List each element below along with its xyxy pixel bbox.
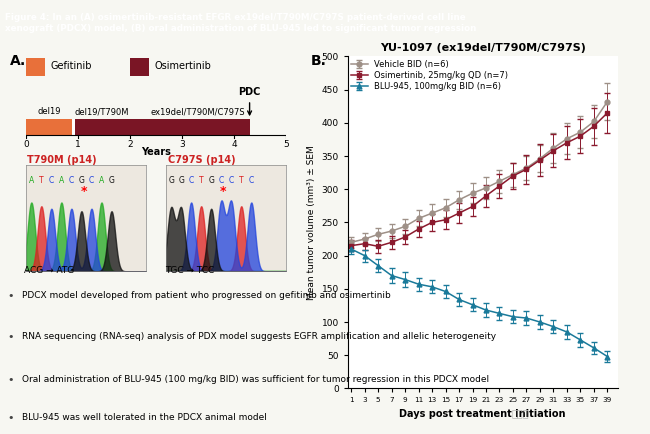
Text: C: C bbox=[89, 175, 94, 184]
Text: C797S (p14): C797S (p14) bbox=[168, 155, 235, 165]
Text: Oral administration of BLU-945 (100 mg/kg BID) was sufficient for tumor regressi: Oral administration of BLU-945 (100 mg/k… bbox=[22, 375, 489, 385]
Text: ACG → ATG: ACG → ATG bbox=[23, 266, 74, 276]
Text: del19: del19 bbox=[37, 107, 60, 116]
Text: C: C bbox=[188, 175, 194, 184]
Text: •: • bbox=[8, 332, 14, 342]
Text: •: • bbox=[8, 375, 14, 385]
Title: YU-1097 (ex19del/T790M/C797S): YU-1097 (ex19del/T790M/C797S) bbox=[380, 43, 586, 53]
Bar bbox=[26, 119, 72, 135]
Text: *: * bbox=[81, 185, 87, 198]
Text: xenograft (PDCX) model, (B) oral administration of BLU-945 led to significant tu: xenograft (PDCX) model, (B) oral adminis… bbox=[5, 24, 476, 33]
Text: A: A bbox=[99, 175, 104, 184]
Text: 5: 5 bbox=[283, 140, 289, 149]
Bar bbox=[26, 58, 45, 76]
Text: A.: A. bbox=[10, 54, 26, 68]
Y-axis label: Mean tumor volume (mm³) ± SEM: Mean tumor volume (mm³) ± SEM bbox=[307, 145, 316, 300]
Text: G: G bbox=[178, 175, 184, 184]
Text: A: A bbox=[58, 175, 64, 184]
Text: PDC: PDC bbox=[239, 87, 261, 115]
Text: 交界层: 交界层 bbox=[511, 409, 529, 419]
Text: T: T bbox=[239, 175, 244, 184]
Bar bbox=[72, 119, 75, 135]
Text: C: C bbox=[49, 175, 54, 184]
Text: 3: 3 bbox=[179, 140, 185, 149]
Bar bbox=[75, 119, 250, 135]
Text: T790M (p14): T790M (p14) bbox=[27, 155, 97, 165]
Text: ex19del/T790M/C797S: ex19del/T790M/C797S bbox=[150, 107, 245, 116]
Text: *: * bbox=[220, 185, 227, 198]
Text: Years: Years bbox=[141, 147, 171, 157]
Text: Osimertinib: Osimertinib bbox=[154, 61, 211, 71]
Text: C: C bbox=[218, 175, 224, 184]
Text: 4: 4 bbox=[231, 140, 237, 149]
Text: T: T bbox=[39, 175, 44, 184]
Text: B.: B. bbox=[311, 54, 326, 68]
Text: C: C bbox=[69, 175, 74, 184]
Text: C: C bbox=[249, 175, 254, 184]
Text: C: C bbox=[229, 175, 234, 184]
Text: 0: 0 bbox=[23, 140, 29, 149]
Text: •: • bbox=[8, 413, 14, 423]
Legend: Vehicle BID (n=6), Osimertinib, 25mg/kg QD (n=7), BLU-945, 100mg/kg BID (n=6): Vehicle BID (n=6), Osimertinib, 25mg/kg … bbox=[350, 58, 510, 92]
Text: T: T bbox=[199, 175, 203, 184]
Text: G: G bbox=[168, 175, 174, 184]
Text: Gefitinib: Gefitinib bbox=[51, 61, 92, 71]
Text: G: G bbox=[79, 175, 84, 184]
Text: 1: 1 bbox=[75, 140, 81, 149]
Text: del19/T790M: del19/T790M bbox=[74, 107, 129, 116]
Text: TGC → TCC: TGC → TCC bbox=[165, 266, 214, 276]
Text: 2: 2 bbox=[127, 140, 133, 149]
Text: G: G bbox=[109, 175, 114, 184]
Text: PDCX model developed from patient who progressed on gefitinib and osimertinib: PDCX model developed from patient who pr… bbox=[22, 291, 391, 300]
Text: A: A bbox=[29, 175, 34, 184]
Text: G: G bbox=[208, 175, 214, 184]
Bar bbox=[130, 58, 149, 76]
Text: •: • bbox=[8, 291, 14, 301]
Text: Figure 4: In an (A) osimertinib-resistant EFGR ex19del/T790M/C797S patient-deriv: Figure 4: In an (A) osimertinib-resistan… bbox=[5, 13, 466, 22]
X-axis label: Days post treatment initiation: Days post treatment initiation bbox=[399, 409, 566, 419]
Text: BLU-945 was well tolerated in the PDCX animal model: BLU-945 was well tolerated in the PDCX a… bbox=[22, 413, 267, 422]
Text: RNA sequencing (RNA-seq) analysis of PDX model suggests EGFR amplification and a: RNA sequencing (RNA-seq) analysis of PDX… bbox=[22, 332, 496, 341]
